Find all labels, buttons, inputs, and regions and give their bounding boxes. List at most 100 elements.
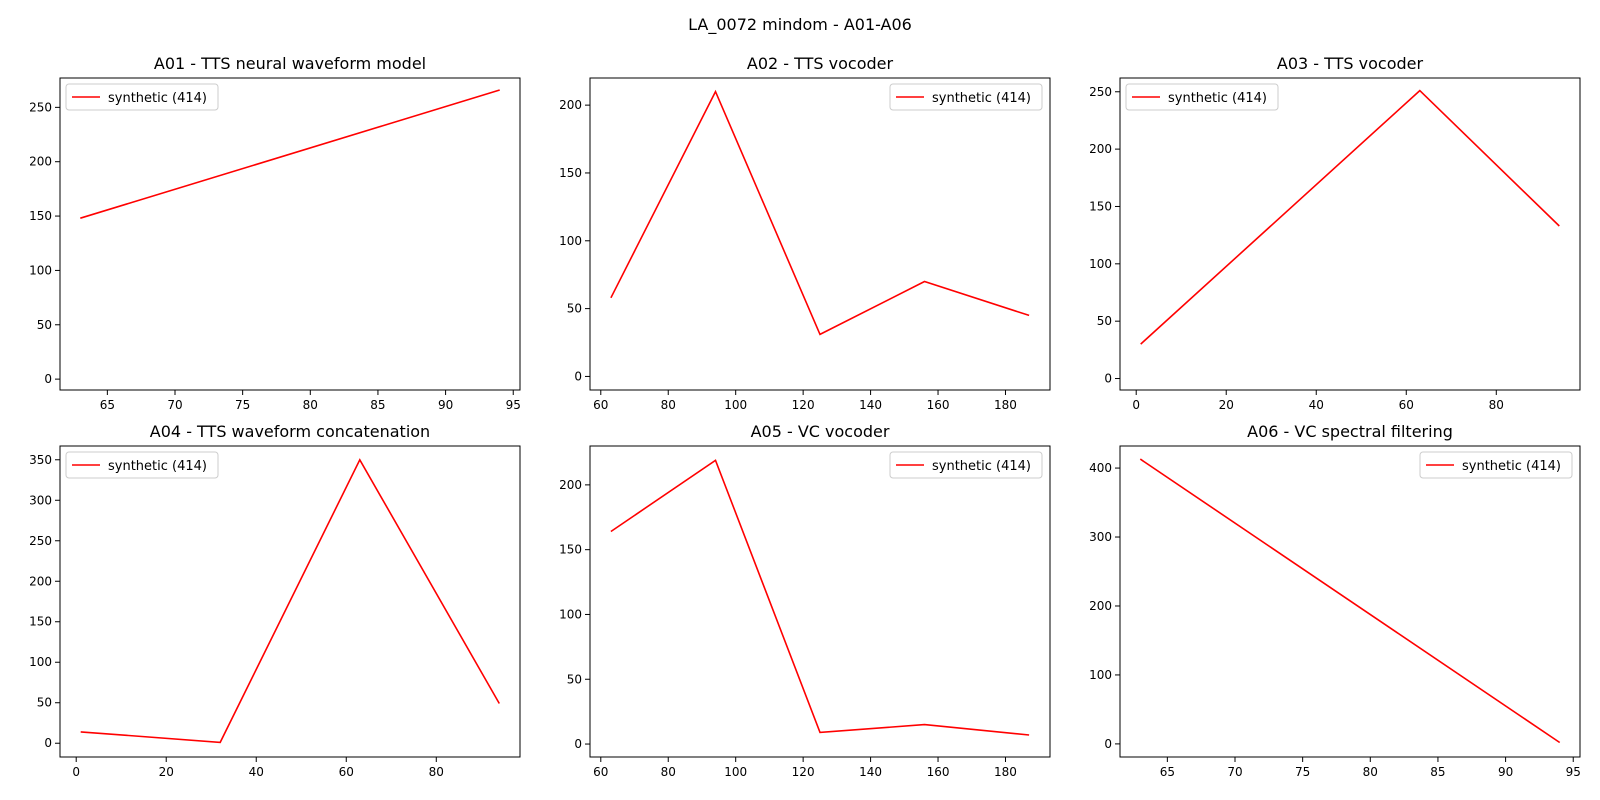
axes-frame <box>589 77 1051 391</box>
x-tick-label: 0 <box>72 765 80 779</box>
y-tick-label: 150 <box>559 543 582 557</box>
legend: synthetic (414) <box>1125 83 1279 111</box>
legend: synthetic (414) <box>65 451 219 479</box>
subplot-title: A04 - TTS waveform concatenation <box>150 422 430 441</box>
legend-box <box>65 451 219 479</box>
y-tick-label: 0 <box>1104 372 1112 386</box>
x-tick-label: 90 <box>1498 765 1513 779</box>
subplot-6: A06 - VC spectral filtering 65 70 75 80 85 90 9… <box>1089 422 1581 779</box>
x-tick-label: 140 <box>859 398 882 412</box>
subplots-grid: A01 - TTS neural waveform model 65 70 75 80 8… <box>29 54 1581 779</box>
legend-box <box>889 451 1043 479</box>
x-tick-label: 60 <box>593 398 608 412</box>
y-tick-label: 350 <box>29 453 52 467</box>
x-tick-label: 75 <box>235 398 250 412</box>
x-tick-label: 85 <box>370 398 385 412</box>
series-line-synthetic <box>80 458 500 744</box>
y-tick-label: 0 <box>574 737 582 751</box>
legend-label: synthetic (414) <box>1462 459 1561 474</box>
x-tick-label: 80 <box>1489 398 1504 412</box>
axes-frame <box>589 445 1051 758</box>
y-tick-label: 400 <box>1089 461 1112 475</box>
x-tick-label: 65 <box>100 398 115 412</box>
legend: synthetic (414) <box>889 451 1043 479</box>
x-tick-label: 90 <box>438 398 453 412</box>
subplot-title: A02 - TTS vocoder <box>747 54 894 73</box>
axes-frame <box>59 77 521 391</box>
y-tick-label: 150 <box>559 166 582 180</box>
y-tick-label: 50 <box>567 302 582 316</box>
x-tick-label: 70 <box>1227 765 1242 779</box>
x-tick-label: 20 <box>1219 398 1234 412</box>
y-tick-label: 300 <box>1089 530 1112 544</box>
y-tick-label: 250 <box>29 534 52 548</box>
y-tick-label: 50 <box>567 672 582 686</box>
subplot-title: A03 - TTS vocoder <box>1277 54 1424 73</box>
y-tick-label: 150 <box>29 209 52 223</box>
x-tick-label: 160 <box>927 765 950 779</box>
series-line-synthetic <box>610 89 1030 336</box>
y-tick-label: 200 <box>1089 142 1112 156</box>
y-tick-label: 50 <box>37 696 52 710</box>
x-tick-label: 80 <box>303 398 318 412</box>
subplot-4: A04 - TTS waveform concatenation 0 20 40 60 8… <box>29 422 521 779</box>
subplot-title: A05 - VC vocoder <box>751 422 890 441</box>
y-tick-label: 100 <box>29 263 52 277</box>
x-tick-label: 80 <box>661 765 676 779</box>
y-tick-label: 0 <box>1104 737 1112 751</box>
y-tick-label: 100 <box>1089 257 1112 271</box>
x-tick-label: 95 <box>1566 765 1581 779</box>
y-tick-label: 250 <box>1089 85 1112 99</box>
axes-frame <box>59 445 521 758</box>
subplot-title: A01 - TTS neural waveform model <box>154 54 426 73</box>
legend-label: synthetic (414) <box>932 459 1031 474</box>
legend: synthetic (414) <box>1419 451 1573 479</box>
x-tick-label: 60 <box>593 765 608 779</box>
x-tick-label: 65 <box>1160 765 1175 779</box>
subplot-1: A01 - TTS neural waveform model 65 70 75 80 8… <box>29 54 521 412</box>
axes-frame <box>1119 77 1581 391</box>
y-tick-label: 100 <box>559 607 582 621</box>
y-tick-label: 150 <box>1089 199 1112 213</box>
y-tick-label: 50 <box>1097 314 1112 328</box>
x-tick-label: 120 <box>792 765 815 779</box>
x-tick-label: 70 <box>167 398 182 412</box>
series-line-synthetic <box>80 89 500 219</box>
y-tick-label: 0 <box>44 372 52 386</box>
legend-box <box>1125 83 1279 111</box>
x-tick-label: 180 <box>994 765 1017 779</box>
x-tick-label: 140 <box>859 765 882 779</box>
y-tick-label: 200 <box>559 98 582 112</box>
legend-label: synthetic (414) <box>932 91 1031 106</box>
y-tick-label: 0 <box>44 736 52 750</box>
y-tick-label: 200 <box>29 574 52 588</box>
series-line-synthetic <box>610 459 1030 736</box>
x-tick-label: 60 <box>339 765 354 779</box>
x-tick-label: 40 <box>1309 398 1324 412</box>
x-tick-label: 100 <box>724 765 747 779</box>
y-tick-label: 200 <box>29 155 52 169</box>
legend: synthetic (414) <box>65 83 219 111</box>
x-tick-label: 80 <box>1363 765 1378 779</box>
x-tick-label: 75 <box>1295 765 1310 779</box>
y-tick-label: 0 <box>574 369 582 383</box>
legend-box <box>1419 451 1573 479</box>
legend-label: synthetic (414) <box>108 459 207 474</box>
subplot-2: A02 - TTS vocoder 60 80 100 120 140 160 180 0 50 1… <box>559 54 1051 412</box>
y-tick-label: 50 <box>37 318 52 332</box>
y-tick-label: 250 <box>29 100 52 114</box>
legend-box <box>65 83 219 111</box>
y-tick-label: 200 <box>1089 599 1112 613</box>
x-tick-label: 80 <box>661 398 676 412</box>
x-tick-label: 120 <box>792 398 815 412</box>
y-tick-label: 150 <box>29 615 52 629</box>
legend-box <box>889 83 1043 111</box>
series-line-synthetic <box>1139 458 1561 744</box>
y-tick-label: 300 <box>29 493 52 507</box>
x-tick-label: 80 <box>429 765 444 779</box>
y-tick-label: 200 <box>559 478 582 492</box>
subplot-title: A06 - VC spectral filtering <box>1247 422 1453 441</box>
x-tick-label: 85 <box>1430 765 1445 779</box>
x-tick-label: 100 <box>724 398 747 412</box>
